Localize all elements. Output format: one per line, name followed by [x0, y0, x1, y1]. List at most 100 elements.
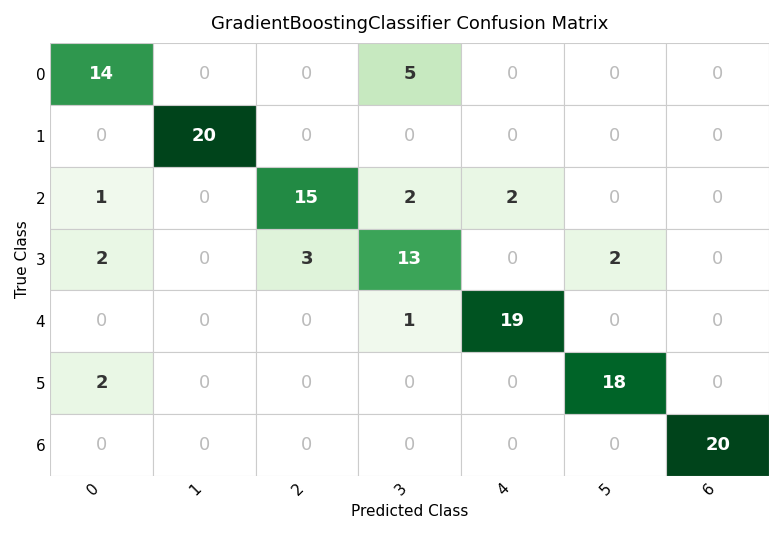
Bar — [50, 167, 153, 229]
Bar — [461, 290, 564, 352]
Bar — [358, 352, 461, 414]
Bar — [564, 290, 666, 352]
Bar — [564, 414, 666, 476]
Text: 0: 0 — [404, 374, 416, 392]
Bar — [153, 43, 256, 105]
Bar — [666, 43, 769, 105]
Text: 0: 0 — [609, 127, 621, 145]
Text: 0: 0 — [609, 189, 621, 207]
Bar — [461, 414, 564, 476]
Bar — [153, 290, 256, 352]
Bar — [358, 414, 461, 476]
Text: 0: 0 — [506, 250, 518, 269]
Bar — [50, 352, 153, 414]
Text: 0: 0 — [301, 65, 313, 83]
Bar — [50, 43, 153, 105]
Text: 0: 0 — [198, 436, 210, 454]
Text: 0: 0 — [198, 250, 210, 269]
Text: 0: 0 — [96, 312, 107, 331]
Text: 0: 0 — [198, 65, 210, 83]
Text: 0: 0 — [712, 374, 724, 392]
Bar — [50, 414, 153, 476]
Text: 0: 0 — [301, 374, 313, 392]
Bar — [461, 43, 564, 105]
Text: 2: 2 — [96, 250, 107, 269]
Bar — [564, 352, 666, 414]
Bar — [153, 414, 256, 476]
Bar — [256, 352, 358, 414]
Bar — [358, 43, 461, 105]
Bar — [564, 167, 666, 229]
Title: GradientBoostingClassifier Confusion Matrix: GradientBoostingClassifier Confusion Mat… — [211, 15, 608, 33]
Bar — [461, 167, 564, 229]
Text: 0: 0 — [198, 374, 210, 392]
Bar — [358, 229, 461, 290]
Text: 0: 0 — [301, 312, 313, 331]
Text: 1: 1 — [96, 189, 107, 207]
Text: 0: 0 — [712, 127, 724, 145]
Bar — [256, 43, 358, 105]
Bar — [461, 352, 564, 414]
Bar — [50, 229, 153, 290]
Text: 2: 2 — [506, 189, 518, 207]
Text: 3: 3 — [300, 250, 313, 269]
Text: 2: 2 — [608, 250, 621, 269]
Text: 1: 1 — [403, 312, 416, 331]
Text: 0: 0 — [301, 127, 313, 145]
Bar — [256, 290, 358, 352]
Bar — [256, 414, 358, 476]
Bar — [50, 290, 153, 352]
Bar — [153, 105, 256, 167]
Bar — [50, 105, 153, 167]
Bar — [256, 167, 358, 229]
Text: 0: 0 — [404, 436, 416, 454]
Text: 0: 0 — [609, 436, 621, 454]
Text: 13: 13 — [397, 250, 422, 269]
Bar — [461, 105, 564, 167]
Text: 0: 0 — [96, 127, 107, 145]
Bar — [666, 414, 769, 476]
Bar — [358, 290, 461, 352]
Bar — [666, 167, 769, 229]
Text: 0: 0 — [712, 65, 724, 83]
Bar — [461, 229, 564, 290]
Text: 2: 2 — [96, 374, 107, 392]
Text: 0: 0 — [506, 127, 518, 145]
Text: 0: 0 — [712, 250, 724, 269]
Bar — [153, 229, 256, 290]
Bar — [564, 43, 666, 105]
Text: 0: 0 — [506, 65, 518, 83]
Bar — [666, 290, 769, 352]
Text: 0: 0 — [198, 189, 210, 207]
Y-axis label: True Class: True Class — [15, 221, 30, 299]
Text: 20: 20 — [705, 436, 730, 454]
X-axis label: Predicted Class: Predicted Class — [351, 504, 468, 519]
Bar — [358, 105, 461, 167]
Text: 0: 0 — [198, 312, 210, 331]
Text: 15: 15 — [295, 189, 319, 207]
Text: 0: 0 — [609, 65, 621, 83]
Text: 20: 20 — [192, 127, 216, 145]
Text: 0: 0 — [712, 189, 724, 207]
Text: 0: 0 — [404, 127, 416, 145]
Bar — [666, 352, 769, 414]
Text: 14: 14 — [89, 65, 114, 83]
Text: 18: 18 — [602, 374, 627, 392]
Bar — [564, 229, 666, 290]
Text: 0: 0 — [609, 312, 621, 331]
Bar — [153, 167, 256, 229]
Text: 0: 0 — [301, 436, 313, 454]
Bar — [256, 229, 358, 290]
Text: 5: 5 — [403, 65, 416, 83]
Text: 0: 0 — [506, 374, 518, 392]
Text: 2: 2 — [403, 189, 416, 207]
Bar — [666, 105, 769, 167]
Bar — [666, 229, 769, 290]
Text: 0: 0 — [506, 436, 518, 454]
Bar — [358, 167, 461, 229]
Text: 19: 19 — [499, 312, 524, 331]
Bar — [256, 105, 358, 167]
Bar — [153, 352, 256, 414]
Text: 0: 0 — [712, 312, 724, 331]
Bar — [564, 105, 666, 167]
